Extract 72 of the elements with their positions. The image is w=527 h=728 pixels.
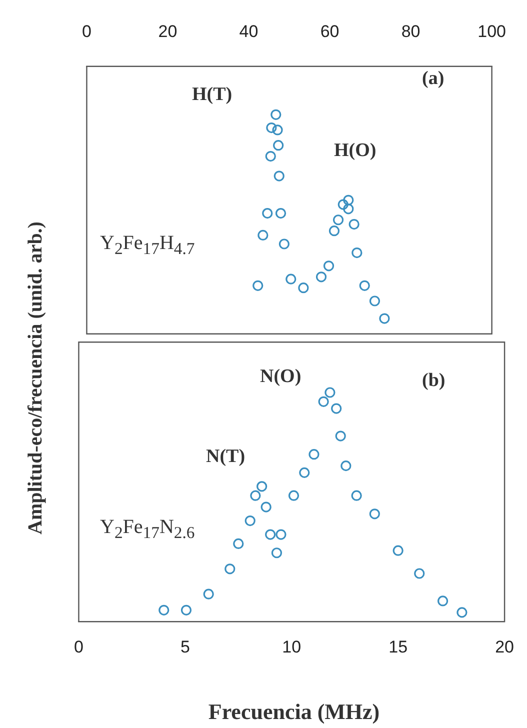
annotation: Y$_{2}$Fe$_{17}$N$_{2.6}$ — [100, 516, 195, 543]
point — [272, 124, 283, 136]
point — [351, 490, 362, 501]
point — [324, 387, 336, 398]
point — [379, 313, 390, 324]
x-axis-title: Frecuencia (MHz) — [208, 699, 380, 725]
point — [250, 490, 261, 501]
point — [335, 430, 346, 442]
point — [438, 596, 448, 606]
point — [392, 545, 404, 556]
text: H(T) — [192, 84, 232, 106]
point — [252, 280, 264, 291]
x-tick-label: 40 — [239, 22, 258, 41]
point — [332, 214, 344, 226]
x-tick-label: 80 — [401, 22, 420, 41]
point — [158, 604, 170, 616]
annotation: Y$_{2}$Fe$_{17}$H$_{4.7}$ — [100, 232, 195, 259]
annotation: N(T) — [206, 446, 246, 468]
point — [244, 515, 256, 526]
point — [273, 140, 284, 151]
x-tick-label: 60 — [320, 22, 340, 41]
point — [340, 460, 352, 472]
point — [271, 548, 282, 558]
point — [203, 588, 214, 600]
point — [308, 449, 320, 460]
point — [338, 199, 348, 210]
point — [359, 280, 370, 291]
point — [180, 604, 192, 616]
point — [286, 274, 296, 284]
point — [265, 151, 276, 162]
x-tick-label: 0 — [82, 22, 92, 41]
annotation: H(O) — [334, 140, 376, 162]
point — [260, 502, 272, 512]
x-tick-label: 15 — [388, 637, 408, 656]
text: (a) — [422, 68, 444, 90]
text: N(O) — [260, 366, 302, 388]
point — [270, 109, 282, 120]
point — [323, 260, 334, 272]
point — [224, 564, 236, 574]
point — [414, 568, 425, 579]
x-tick-label: 100 — [478, 22, 506, 41]
point — [456, 607, 468, 618]
point — [258, 230, 268, 241]
x-tick-label: 0 — [74, 637, 84, 656]
point — [276, 529, 286, 540]
point — [262, 208, 273, 219]
text: (b) — [422, 370, 446, 392]
point — [352, 247, 362, 258]
point — [275, 208, 286, 219]
point — [331, 403, 342, 414]
point — [278, 238, 290, 250]
point — [265, 529, 276, 540]
point — [299, 467, 310, 478]
point — [343, 204, 354, 214]
point — [316, 272, 327, 282]
point — [266, 122, 277, 134]
x-tick-label: 20 — [158, 22, 178, 41]
point — [348, 218, 360, 230]
point — [298, 282, 309, 294]
point — [369, 296, 380, 306]
point — [318, 396, 329, 407]
point — [288, 490, 300, 501]
point — [256, 481, 268, 492]
point — [274, 170, 284, 182]
point — [369, 508, 380, 520]
y-axis-title: Amplitud-eco/frecuencia (unid. arb.) — [24, 222, 48, 534]
point — [343, 194, 354, 206]
x-tick-label: 5 — [180, 637, 190, 656]
point — [328, 226, 340, 236]
x-tick-label: 10 — [282, 637, 302, 656]
point — [233, 538, 244, 550]
x-tick-label: 20 — [495, 637, 514, 656]
